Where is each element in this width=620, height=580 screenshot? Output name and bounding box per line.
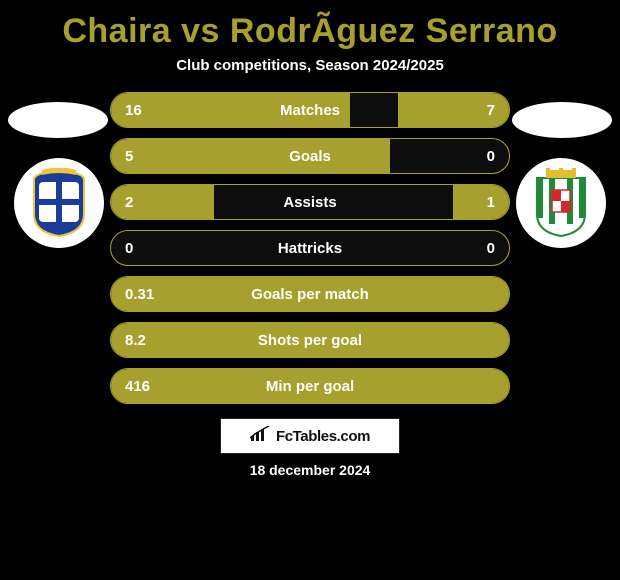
stat-row: 8.2Shots per goal xyxy=(110,322,510,358)
stat-value-right: 7 xyxy=(487,93,495,128)
footer-date: 18 december 2024 xyxy=(0,462,620,478)
stat-label: Assists xyxy=(111,185,509,220)
stat-value-right: 1 xyxy=(487,185,495,220)
stat-value-right: 0 xyxy=(487,231,495,266)
stat-row: 16Matches7 xyxy=(110,92,510,128)
stat-row: 2Assists1 xyxy=(110,184,510,220)
club-badge-right xyxy=(516,158,606,248)
brand-box[interactable]: FcTables.com xyxy=(220,418,400,454)
crest-oviedo-icon xyxy=(30,168,88,238)
stat-rows: 16Matches75Goals02Assists10Hattricks00.3… xyxy=(110,92,510,404)
stat-label: Shots per goal xyxy=(111,323,509,358)
stat-label: Hattricks xyxy=(111,231,509,266)
chart-icon xyxy=(250,426,270,446)
stat-label: Matches xyxy=(111,93,509,128)
club-badge-left xyxy=(14,158,104,248)
comparison-panel: 16Matches75Goals02Assists10Hattricks00.3… xyxy=(0,92,620,404)
player-photo-left-placeholder xyxy=(8,102,108,138)
stat-label: Goals per match xyxy=(111,277,509,312)
stat-label: Goals xyxy=(111,139,509,174)
brand-label: FcTables.com xyxy=(276,428,370,445)
stat-value-right: 0 xyxy=(487,139,495,174)
stat-row: 0Hattricks0 xyxy=(110,230,510,266)
page-subtitle: Club competitions, Season 2024/2025 xyxy=(0,57,620,74)
stat-row: 416Min per goal xyxy=(110,368,510,404)
stat-row: 5Goals0 xyxy=(110,138,510,174)
player-photo-right-placeholder xyxy=(512,102,612,138)
stat-label: Min per goal xyxy=(111,369,509,404)
stat-row: 0.31Goals per match xyxy=(110,276,510,312)
page-title: Chaira vs RodrÃ­guez Serrano xyxy=(0,0,620,57)
crest-cordoba-icon xyxy=(532,168,590,238)
